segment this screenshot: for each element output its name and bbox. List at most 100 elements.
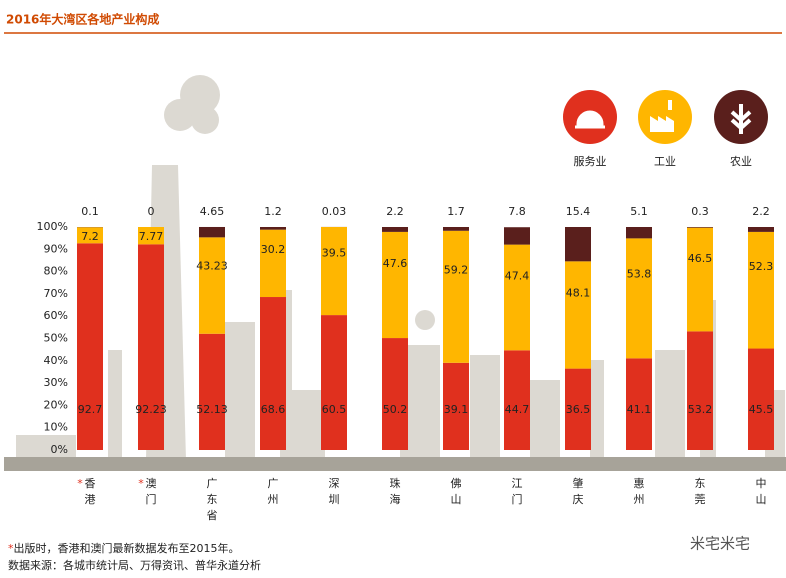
bar-segment	[504, 244, 530, 351]
bar-segment	[260, 229, 286, 298]
value-label: 53.2	[688, 403, 713, 416]
bar-segment	[443, 227, 469, 231]
bar-segment	[748, 348, 774, 450]
bar-segment	[138, 244, 164, 450]
y-tick-label: 50%	[44, 332, 68, 345]
value-label: 7.77	[139, 230, 164, 243]
y-tick-label: 80%	[44, 265, 68, 278]
source-note: 数据来源：各城市统计局、万得资讯、普华永道分析	[8, 558, 261, 572]
x-tick-label: 佛山	[451, 477, 462, 506]
value-label: 39.1	[444, 403, 469, 416]
value-label: 53.8	[627, 267, 652, 280]
x-tick-label: * 澳门	[138, 477, 156, 506]
bar-segment	[321, 315, 347, 450]
watermark: 米宅米宅	[690, 535, 750, 553]
value-label: 0.03	[322, 205, 347, 218]
value-label: 15.4	[566, 205, 591, 218]
legend-label: 工业	[654, 155, 676, 168]
value-label: 36.5	[566, 403, 591, 416]
bar-segment	[382, 231, 408, 339]
value-label: 0.1	[81, 205, 99, 218]
value-label: 43.23	[196, 259, 228, 272]
value-label: 0.3	[691, 205, 709, 218]
value-label: 47.6	[383, 257, 408, 270]
x-tick-label: 深圳	[329, 477, 340, 506]
value-label: 52.3	[749, 260, 774, 273]
bar-segment	[382, 227, 408, 232]
value-label: 1.7	[447, 205, 465, 218]
value-label: 1.2	[264, 205, 282, 218]
y-tick-label: 10%	[44, 421, 68, 434]
y-tick-label: 30%	[44, 376, 68, 389]
skyline	[16, 75, 785, 460]
bar-segment	[626, 358, 652, 450]
bar-segment	[199, 237, 225, 334]
bar-segment	[626, 238, 652, 359]
bar-segment	[687, 331, 713, 450]
value-label: 48.1	[566, 287, 591, 300]
x-tick-label: 江门	[512, 477, 523, 506]
chart-title: 2016年大湾区各地产业构成	[6, 12, 159, 27]
x-tick-label: 广东省	[207, 477, 218, 522]
value-label: 2.2	[752, 205, 770, 218]
bar-segment	[443, 230, 469, 363]
value-label: 45.5	[749, 403, 774, 416]
bar-segment	[260, 297, 286, 450]
footnote: *出版时，香港和澳门最新数据发布至2015年。	[8, 541, 240, 555]
value-label: 0	[148, 205, 155, 218]
value-label: 52.13	[196, 403, 228, 416]
x-tick-label: 肇庆	[573, 476, 584, 506]
bar-segment	[199, 226, 225, 238]
x-tick-label: 广州	[268, 477, 279, 506]
x-tick-label: 东莞	[695, 477, 706, 506]
x-tick-label: 惠州	[634, 476, 645, 506]
bar-segment	[504, 227, 530, 245]
legend-label: 服务业	[574, 155, 607, 168]
value-label: 60.5	[322, 403, 347, 416]
value-label: 46.5	[688, 252, 713, 265]
bar-segment	[565, 368, 591, 450]
y-tick-label: 100%	[37, 220, 68, 233]
legend-label: 农业	[730, 154, 752, 168]
x-tick-label: * 香港	[77, 477, 95, 506]
y-tick-label: 40%	[44, 354, 68, 367]
bar-segment	[382, 338, 408, 450]
bar-segment	[687, 227, 713, 228]
bar-segment	[748, 231, 774, 349]
bar-segment	[504, 350, 530, 450]
y-tick-label: 20%	[44, 398, 68, 411]
value-label: 92.23	[135, 403, 167, 416]
value-label: 92.7	[78, 403, 103, 416]
value-label: 30.2	[261, 243, 286, 256]
bar-segment	[748, 227, 774, 232]
bar-segment	[260, 227, 286, 230]
bar-segment	[443, 362, 469, 450]
bar-segment	[199, 333, 225, 450]
y-tick-label: 0%	[51, 443, 68, 456]
value-label: 50.2	[383, 403, 408, 416]
x-tick-label: 珠海	[390, 476, 401, 506]
value-label: 44.7	[505, 403, 530, 416]
value-label: 7.8	[508, 205, 526, 218]
value-label: 39.5	[322, 246, 347, 259]
bar-segment	[321, 227, 347, 316]
bar-segment	[687, 227, 713, 332]
value-label: 7.2	[81, 230, 99, 243]
y-tick-label: 60%	[44, 309, 68, 322]
y-tick-label: 70%	[44, 287, 68, 300]
value-label: 47.4	[505, 269, 530, 282]
value-label: 68.6	[261, 403, 286, 416]
legend-icons	[563, 90, 768, 144]
value-label: 59.2	[444, 263, 469, 276]
value-label: 41.1	[627, 403, 652, 416]
value-label: 4.65	[200, 205, 225, 218]
value-label: 5.1	[630, 205, 648, 218]
x-tick-label: 中山	[756, 477, 767, 506]
bar-segment	[77, 243, 103, 450]
bar-segment	[565, 227, 591, 262]
ground	[4, 457, 786, 471]
bar-segment	[77, 227, 103, 244]
bar-segment	[565, 261, 591, 369]
